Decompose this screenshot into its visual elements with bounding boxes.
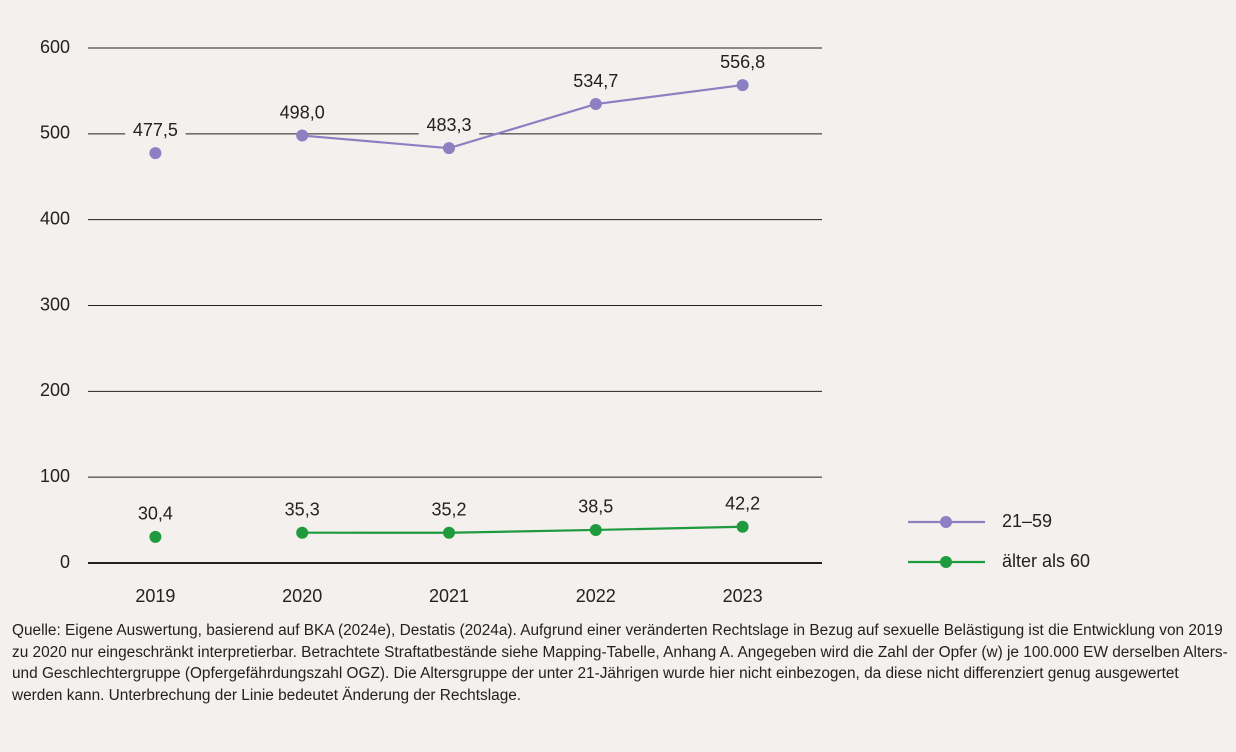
data-point: [296, 129, 309, 142]
label-background: [277, 499, 328, 522]
legend-marker: [940, 516, 952, 528]
data-point: [149, 530, 162, 543]
label-background: [125, 120, 186, 143]
y-tick-label: 600: [40, 37, 70, 57]
data-label: 30,4: [138, 504, 173, 524]
label-background: [130, 503, 181, 526]
data-label: 477,5: [133, 120, 178, 140]
x-tick-label: 2023: [723, 586, 763, 606]
data-label: 35,3: [285, 499, 320, 519]
data-point: [589, 523, 602, 536]
x-tick-label: 2020: [282, 586, 322, 606]
data-label: 42,2: [725, 494, 760, 514]
data-point: [296, 526, 309, 539]
y-tick-label: 200: [40, 380, 70, 400]
data-point: [443, 526, 455, 539]
data-label: 35,2: [431, 500, 466, 520]
label-background: [424, 499, 474, 522]
label-background: [418, 115, 480, 138]
legend-marker: [940, 556, 952, 568]
label-background: [717, 493, 768, 516]
data-label: 534,7: [573, 71, 618, 91]
chart: 0 100 200 300 400 500 600 2019 2020 2021 2022 2023 4…: [40, 37, 1090, 606]
data-label: 556,8: [720, 52, 765, 72]
y-tick-label: 0: [60, 552, 70, 572]
x-tick-label: 2022: [576, 586, 616, 606]
legend-label: 21–59: [1002, 511, 1052, 531]
label-background: [570, 496, 621, 519]
source-note: Quelle: Eigene Auswertung, basierend auf…: [12, 622, 1228, 704]
data-label: 483,3: [426, 115, 471, 135]
data-point: [736, 79, 749, 92]
y-tick-label: 500: [40, 123, 70, 143]
y-tick-label: 100: [40, 466, 70, 486]
legend-label: älter als 60: [1002, 551, 1090, 571]
data-point: [736, 520, 749, 533]
y-tick-label: 400: [40, 208, 70, 228]
x-tick-label: 2021: [429, 586, 469, 606]
data-point: [589, 98, 602, 111]
data-point: [149, 147, 162, 160]
y-tick-label: 300: [40, 294, 70, 314]
label-background: [565, 71, 627, 94]
data-label: 38,5: [578, 497, 613, 517]
data-label: 498,0: [280, 102, 325, 122]
series-line: [302, 525, 743, 534]
x-tick-label: 2019: [135, 586, 175, 606]
series-line: [302, 83, 743, 150]
label-background: [271, 102, 333, 125]
label-background: [712, 52, 773, 75]
data-point: [443, 142, 455, 155]
